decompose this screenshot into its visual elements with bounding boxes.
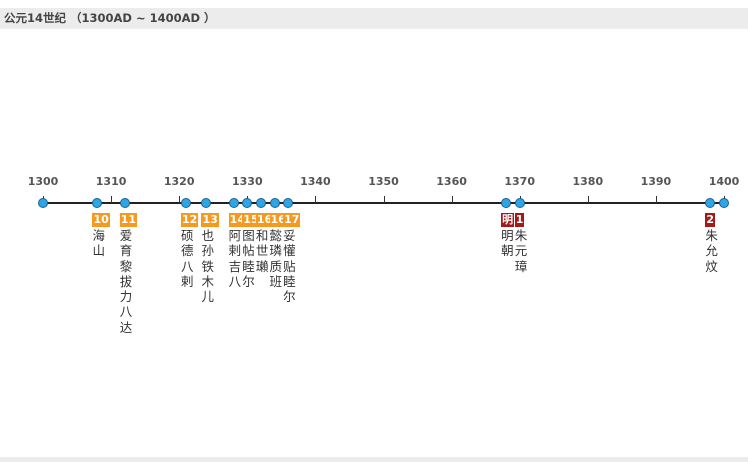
axis-tick-label: 1340 (300, 175, 331, 188)
event-badge[interactable]: 14 (228, 213, 246, 227)
event-name[interactable]: 妥懽贴睦尔 (283, 228, 296, 305)
axis-tick-label: 1330 (231, 175, 263, 188)
event-marker[interactable] (242, 198, 253, 208)
event-marker[interactable] (181, 198, 191, 208)
timeline-axis-line (43, 202, 724, 204)
event-marker[interactable] (705, 198, 716, 208)
event-name[interactable]: 爱育黎拔力八达 (119, 228, 133, 335)
event-badge[interactable]: 11 (119, 213, 138, 227)
event-badge[interactable]: 明 (501, 213, 515, 227)
event-badge[interactable]: 13 (201, 213, 219, 227)
event-name[interactable]: 阿剌吉八 (228, 228, 242, 289)
axis-tick-mark (111, 196, 112, 203)
event-name[interactable]: 图帖睦尔 (242, 228, 255, 289)
footer-bar (0, 457, 748, 462)
event-name[interactable]: 海山 (92, 228, 105, 259)
axis-tick-label: 1320 (163, 175, 195, 188)
axis-tick-mark (588, 196, 589, 203)
event-marker[interactable] (38, 198, 48, 208)
event-badge[interactable]: 17 (283, 213, 301, 227)
event-name[interactable]: 朱允炆 (705, 228, 718, 274)
axis-tick-mark (384, 196, 385, 203)
event-name[interactable]: 明朝 (501, 228, 514, 259)
event-marker[interactable] (719, 198, 729, 208)
axis-tick-label: 1380 (572, 175, 604, 188)
axis-tick-label: 1370 (504, 175, 535, 188)
axis-tick-label: 1360 (436, 175, 467, 188)
event-badge[interactable]: 2 (705, 213, 716, 227)
event-name[interactable]: 硕德八剌 (181, 228, 194, 289)
event-marker[interactable] (228, 198, 239, 208)
axis-tick-mark (315, 196, 316, 203)
axis-tick-label: 1310 (95, 175, 127, 188)
event-marker[interactable] (255, 198, 266, 208)
event-marker[interactable] (283, 198, 294, 208)
event-name[interactable]: 懿璘质班 (269, 228, 283, 289)
axis-tick-label: 1300 (27, 175, 59, 188)
event-marker[interactable] (201, 198, 212, 208)
axis-tick-mark (179, 196, 180, 203)
event-badge[interactable]: 10 (92, 213, 110, 227)
event-badge[interactable]: 16 (255, 213, 274, 227)
event-marker[interactable] (514, 198, 525, 208)
event-marker[interactable] (269, 198, 280, 208)
event-badge[interactable]: 12 (181, 213, 199, 227)
event-badge[interactable]: 1 (514, 213, 525, 227)
event-name[interactable]: 和世瓎 (255, 228, 269, 274)
event-name[interactable]: 也孙铁木儿 (201, 228, 214, 305)
event-marker[interactable] (119, 198, 130, 208)
event-marker[interactable] (92, 198, 103, 208)
page-title: 公元14世纪 （1300AD ~ 1400AD ） (0, 8, 748, 29)
axis-tick-label: 1400 (708, 175, 740, 188)
event-badge[interactable]: 15 (242, 213, 260, 227)
axis-tick-label: 1390 (640, 175, 672, 188)
axis-tick-label: 1350 (368, 175, 399, 188)
axis-tick-mark (656, 196, 657, 203)
event-badge[interactable]: 16 (269, 213, 287, 227)
event-marker[interactable] (501, 198, 512, 208)
axis-tick-mark (452, 196, 453, 203)
event-name[interactable]: 朱元璋 (514, 228, 528, 274)
